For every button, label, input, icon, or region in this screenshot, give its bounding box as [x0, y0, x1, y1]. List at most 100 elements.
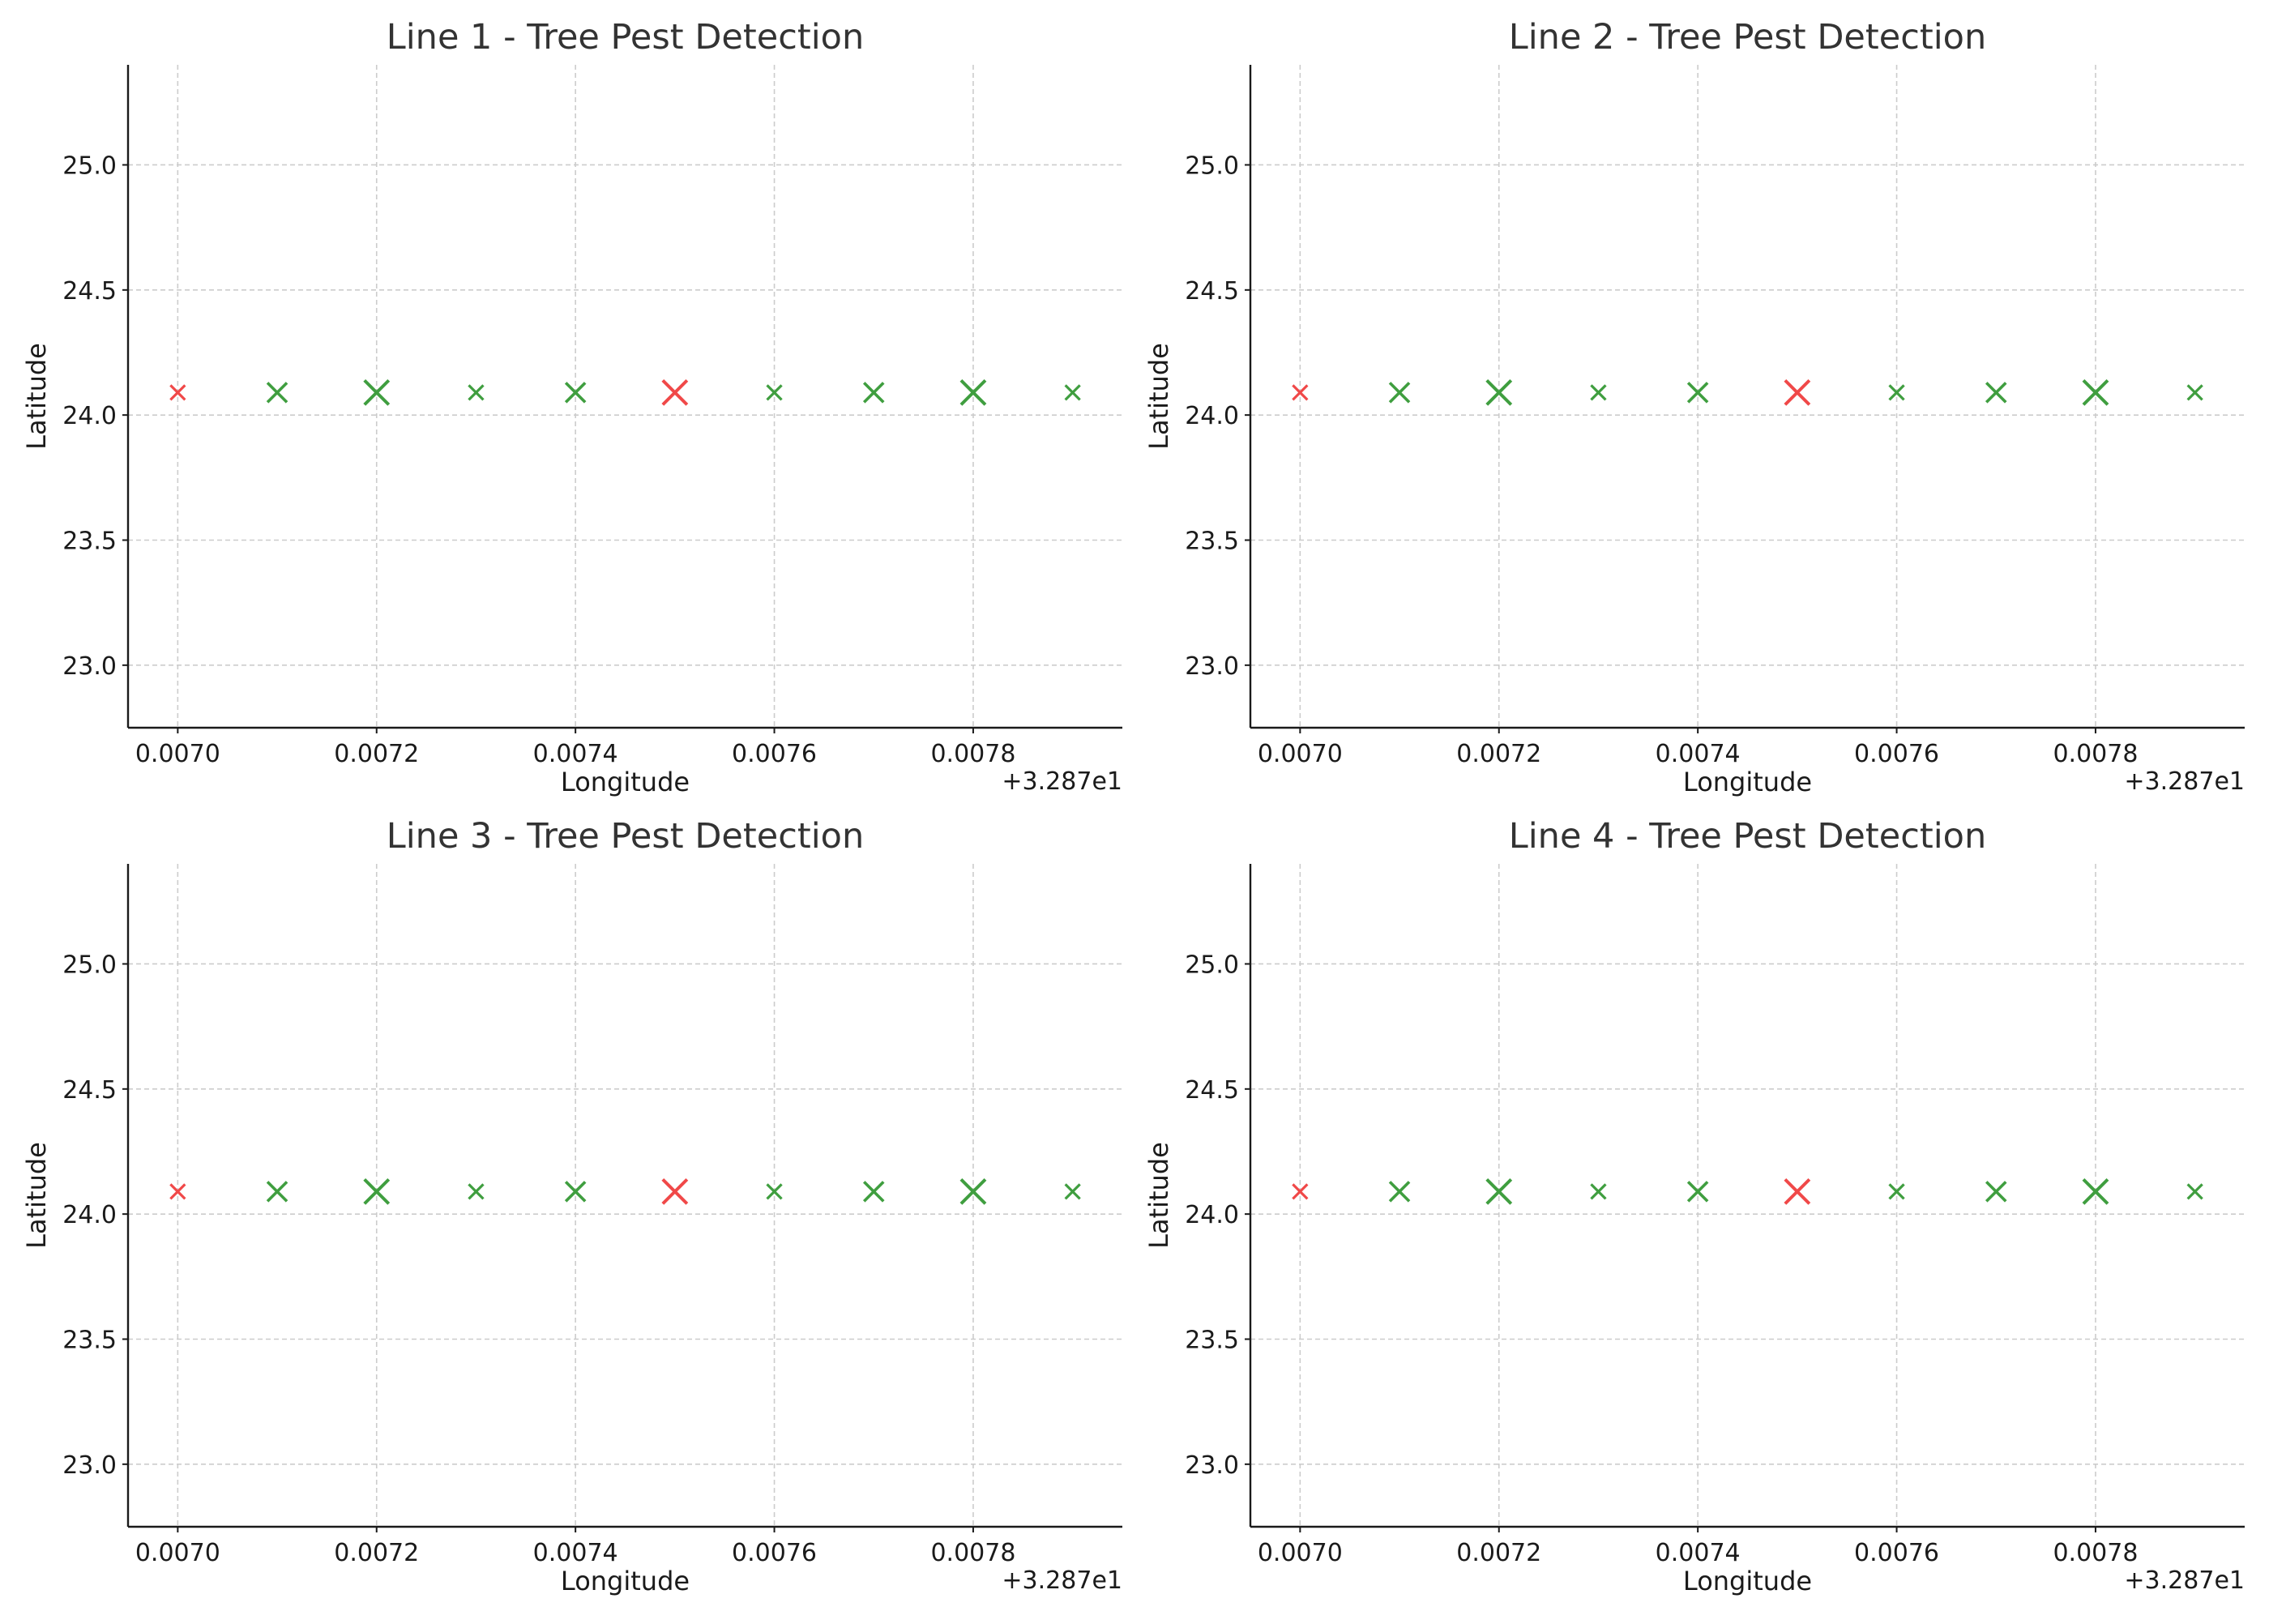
chart-title: Line 2 - Tree Pest Detection	[1509, 17, 1986, 58]
y-tick-label: 24.5	[62, 277, 117, 306]
x-marker-stroke	[468, 1183, 485, 1200]
y-tick-label: 25.0	[62, 951, 117, 979]
data-point-healthy	[363, 378, 391, 406]
data-point-healthy	[862, 1181, 885, 1203]
x-marker-stroke	[169, 384, 186, 401]
chart-title: Line 3 - Tree Pest Detection	[387, 816, 864, 857]
x-tick-label: 0.0078	[930, 740, 1015, 768]
x-marker-stroke	[766, 384, 783, 401]
data-point-healthy	[468, 1183, 485, 1200]
x-tick-label: 0.0072	[334, 740, 419, 768]
data-point-healthy	[564, 382, 587, 404]
x-tick-label: 0.0072	[334, 1539, 419, 1567]
x-marker-stroke	[661, 378, 689, 406]
data-point-healthy	[1485, 378, 1513, 406]
y-axis-label: Latitude	[1143, 343, 1174, 450]
chart-panel-1: 0.0070 0.0072 0.0074 0.0076 0.0078 23.0 23.5 24…	[21, 17, 1122, 797]
y-tick-label: 24.5	[1185, 277, 1239, 306]
data-point-healthy	[766, 384, 783, 401]
y-tick-label: 23.5	[1185, 1326, 1239, 1354]
x-marker-stroke	[959, 378, 987, 406]
x-tick-label: 0.0074	[533, 1539, 618, 1567]
y-tick-label: 24.0	[1185, 402, 1239, 430]
chart-title: Line 4 - Tree Pest Detection	[1509, 816, 1986, 857]
x-marker-stroke	[1590, 1183, 1607, 1200]
x-marker-stroke	[1064, 1183, 1081, 1200]
data-point-healthy	[862, 382, 885, 404]
x-marker-stroke	[766, 1183, 783, 1200]
x-tick-label: 0.0074	[1656, 1539, 1741, 1567]
data-point-healthy	[1888, 1183, 1905, 1200]
data-point-pest	[1784, 378, 1811, 406]
y-axis-label: Latitude	[21, 1142, 52, 1249]
data-point-pest	[661, 378, 689, 406]
x-marker-stroke	[468, 384, 485, 401]
x-marker-stroke	[363, 1177, 391, 1205]
x-tick-label: 0.0076	[1854, 740, 1939, 768]
data-point-healthy	[1686, 1181, 1709, 1203]
data-point-healthy	[1388, 1181, 1411, 1203]
y-tick-label: 23.0	[1185, 1451, 1239, 1480]
data-point-healthy	[2186, 384, 2203, 401]
x-marker-stroke	[1784, 1177, 1811, 1205]
x-marker-stroke	[1888, 384, 1905, 401]
data-point-healthy	[959, 378, 987, 406]
data-point-healthy	[1388, 382, 1411, 404]
x-tick-label: 0.0072	[1456, 1539, 1541, 1567]
data-point-pest	[1784, 1177, 1811, 1205]
y-tick-label: 24.5	[62, 1076, 117, 1105]
x-tick-label: 0.0078	[2053, 1539, 2138, 1567]
x-tick-label: 0.0074	[533, 740, 618, 768]
x-marker-stroke	[169, 1183, 186, 1200]
data-point-healthy	[2186, 1183, 2203, 1200]
x-marker-stroke	[564, 1181, 587, 1203]
x-tick-label: 0.0070	[1258, 740, 1343, 768]
x-marker-stroke	[2082, 378, 2109, 406]
x-tick-label: 0.0076	[732, 1539, 817, 1567]
data-point-healthy	[1064, 1183, 1081, 1200]
x-marker-stroke	[661, 1177, 689, 1205]
y-axis-label: Latitude	[21, 343, 52, 450]
data-point-healthy	[1985, 382, 2007, 404]
y-tick-label: 24.0	[62, 402, 117, 430]
x-tick-label: 0.0072	[1456, 740, 1541, 768]
x-offset-label: +3.287e1	[2124, 767, 2245, 796]
x-marker-stroke	[2082, 1177, 2109, 1205]
x-marker-stroke	[1292, 1183, 1309, 1200]
data-point-healthy	[2082, 378, 2109, 406]
data-point-healthy	[468, 384, 485, 401]
data-point-healthy	[959, 1177, 987, 1205]
x-tick-label: 0.0076	[1854, 1539, 1939, 1567]
data-point-healthy	[1064, 384, 1081, 401]
x-axis-label: Longitude	[1683, 767, 1812, 797]
x-tick-label: 0.0070	[1258, 1539, 1343, 1567]
y-tick-label: 23.5	[1185, 527, 1239, 555]
x-offset-label: +3.287e1	[2124, 1566, 2245, 1595]
x-marker-stroke	[1388, 1181, 1411, 1203]
x-tick-label: 0.0078	[930, 1539, 1015, 1567]
x-tick-label: 0.0070	[135, 740, 220, 768]
x-offset-label: +3.287e1	[1002, 1566, 1122, 1595]
x-marker-stroke	[862, 382, 885, 404]
x-marker-stroke	[363, 378, 391, 406]
x-marker-stroke	[1485, 378, 1513, 406]
y-tick-label: 25.0	[1185, 152, 1239, 180]
x-axis-label: Longitude	[561, 1566, 690, 1596]
y-tick-label: 24.5	[1185, 1076, 1239, 1105]
y-tick-label: 25.0	[62, 152, 117, 180]
x-tick-label: 0.0078	[2053, 740, 2138, 768]
data-point-healthy	[1485, 1177, 1513, 1205]
chart-title: Line 1 - Tree Pest Detection	[387, 17, 864, 58]
data-point-healthy	[1888, 384, 1905, 401]
y-axis-label: Latitude	[1143, 1142, 1174, 1249]
x-marker-stroke	[2186, 384, 2203, 401]
x-marker-stroke	[2186, 1183, 2203, 1200]
x-marker-stroke	[1388, 382, 1411, 404]
data-point-pest	[661, 1177, 689, 1205]
data-point-healthy	[363, 1177, 391, 1205]
chart-panel-3: 0.0070 0.0072 0.0074 0.0076 0.0078 23.0 23.5 24…	[21, 816, 1122, 1596]
x-marker-stroke	[1784, 378, 1811, 406]
x-tick-label: 0.0074	[1656, 740, 1741, 768]
